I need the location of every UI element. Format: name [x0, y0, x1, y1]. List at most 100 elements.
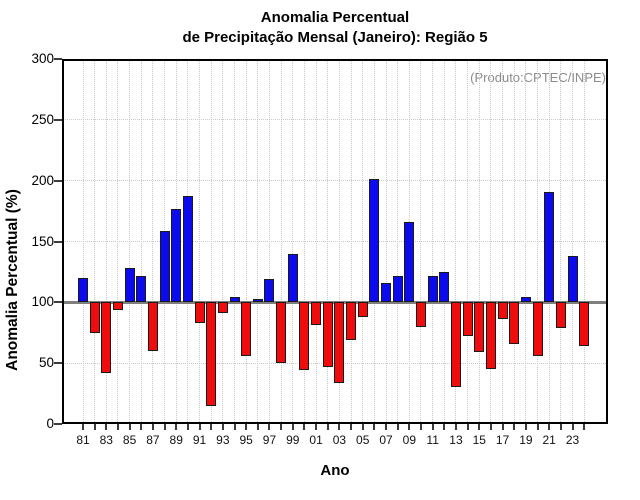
bar-2018 [509, 302, 520, 344]
x-tick [140, 424, 143, 430]
bar-2015 [474, 302, 485, 353]
x-tick [548, 424, 551, 430]
x-tick [373, 424, 376, 430]
y-tick [54, 179, 62, 182]
plot-border-bottom [62, 422, 608, 424]
x-tick [186, 424, 189, 430]
bar-2000 [299, 302, 310, 371]
x-tick [256, 424, 259, 430]
x-tick [198, 424, 201, 430]
bar-1995 [241, 302, 252, 356]
x-tick [536, 424, 539, 430]
x-tick-label: 85 [122, 433, 137, 447]
x-tick-label: 99 [286, 433, 300, 447]
bar-2014 [462, 302, 473, 337]
bar-1987 [147, 302, 158, 351]
x-tick-label: 81 [76, 433, 90, 447]
bar-2011 [427, 275, 438, 303]
x-tick [478, 424, 481, 430]
x-tick [233, 424, 236, 430]
x-tick [338, 424, 341, 430]
x-tick-label: 11 [426, 433, 439, 447]
x-tick-label: 15 [472, 433, 486, 447]
x-tick-label: 07 [379, 433, 393, 447]
bar-1984 [112, 302, 123, 310]
x-tick [489, 424, 492, 430]
x-tick [385, 424, 388, 430]
x-tick-label: 89 [169, 433, 183, 447]
x-tick [466, 424, 469, 430]
x-tick [513, 424, 516, 430]
x-tick-label: 87 [146, 433, 160, 447]
bar-2010 [415, 302, 426, 327]
plot-border-top [62, 59, 608, 61]
x-tick [268, 424, 271, 430]
x-tick [559, 424, 562, 430]
x-tick [291, 424, 294, 430]
bar-1982 [89, 302, 100, 333]
x-tick-label: 19 [519, 433, 533, 447]
x-tick [93, 424, 96, 430]
plot-area [62, 59, 608, 424]
x-tick-label: 95 [239, 433, 253, 447]
y-tick [54, 362, 62, 365]
bar-2004 [346, 302, 357, 341]
x-tick [326, 424, 329, 430]
bar-1997 [264, 279, 275, 303]
bar-2017 [497, 302, 508, 320]
x-tick [280, 424, 283, 430]
x-tick [128, 424, 131, 430]
x-tick [116, 424, 119, 430]
bar-2007 [381, 282, 392, 303]
x-tick [524, 424, 527, 430]
x-tick [571, 424, 574, 430]
bar-1985 [124, 268, 135, 303]
bar-1993 [217, 302, 228, 314]
bar-1988 [159, 230, 170, 303]
x-tick [431, 424, 434, 430]
bar-1989 [171, 208, 182, 303]
x-tick [583, 424, 586, 430]
bar-2022 [555, 302, 566, 328]
x-tick [82, 424, 84, 430]
bar-1990 [182, 196, 193, 303]
y-tick-label: 300 [31, 51, 54, 66]
x-tick-label: 05 [356, 433, 370, 447]
y-tick-label: 150 [31, 233, 54, 249]
bar-1998 [276, 302, 287, 364]
x-tick [151, 424, 154, 430]
y-tick [54, 58, 62, 60]
x-tick [396, 424, 399, 430]
x-tick-label: 97 [262, 433, 277, 447]
gridline-horizontal [62, 119, 608, 121]
x-tick-label: 09 [402, 433, 416, 447]
x-axis-title: Ano [320, 462, 350, 479]
bar-2021 [544, 191, 555, 303]
x-tick-label: 03 [332, 433, 347, 447]
chart-title: Anomalia Percentual de Precipitação Mens… [62, 8, 608, 48]
x-tick-label: 23 [565, 433, 580, 447]
x-tick-label: 91 [192, 433, 207, 447]
y-tick-label: 50 [38, 355, 54, 371]
x-tick-label: 13 [449, 433, 463, 447]
chart-title-line2: de Precipitação Mensal (Janeiro): Região… [182, 29, 488, 46]
bar-2005 [357, 302, 368, 317]
y-tick-label: 100 [31, 294, 54, 310]
y-tick [54, 118, 62, 121]
bar-2002 [322, 302, 333, 367]
bar-2003 [334, 302, 345, 383]
y-tick [54, 301, 62, 304]
plot-border-left [62, 59, 64, 424]
bar-1991 [194, 302, 205, 323]
x-tick-label: 21 [542, 433, 556, 447]
x-tick [361, 424, 364, 430]
x-tick [408, 424, 411, 430]
x-tick [454, 424, 457, 430]
bar-2019 [520, 297, 531, 303]
bar-2012 [439, 271, 450, 303]
x-tick [210, 424, 213, 430]
bar-2020 [532, 302, 543, 356]
x-tick [443, 424, 446, 430]
chart-title-line1: Anomalia Percentual [260, 9, 410, 26]
